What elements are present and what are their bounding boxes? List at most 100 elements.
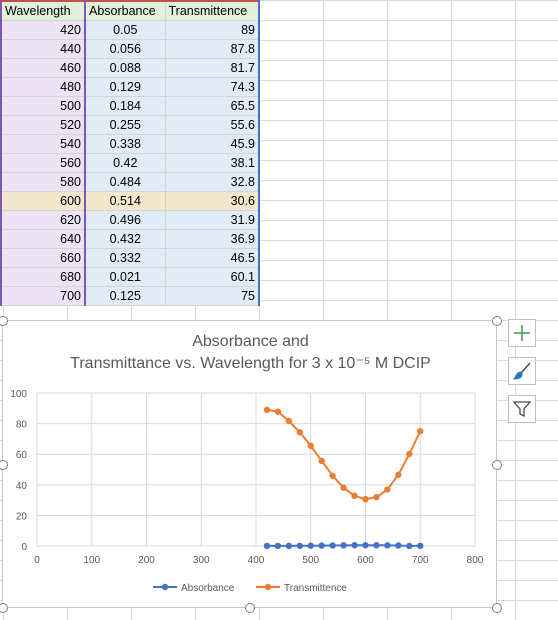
cell-absorbance[interactable]: 0.021 bbox=[84, 266, 166, 287]
cell-wavelength[interactable]: 420 bbox=[0, 19, 86, 40]
chart-elements-button[interactable] bbox=[508, 319, 536, 347]
cell-wavelength[interactable]: 660 bbox=[0, 247, 86, 268]
cell-wavelength[interactable]: 460 bbox=[0, 57, 86, 78]
x-tick-label: 400 bbox=[248, 555, 265, 566]
cell-transmittence[interactable]: 45.9 bbox=[164, 133, 260, 154]
data-point-absorbance bbox=[395, 542, 402, 549]
header-transmittence[interactable]: Transmittence bbox=[164, 0, 260, 21]
data-point-absorbance bbox=[351, 542, 358, 549]
cell-absorbance[interactable]: 0.129 bbox=[84, 76, 166, 97]
legend-marker-absorbance bbox=[161, 583, 169, 591]
cell-absorbance[interactable]: 0.088 bbox=[84, 57, 166, 78]
cell-wavelength[interactable]: 700 bbox=[0, 285, 86, 306]
cell-wavelength[interactable]: 640 bbox=[0, 228, 86, 249]
table-row: 680 0.021 60.1 bbox=[0, 266, 260, 287]
cell-absorbance[interactable]: 0.514 bbox=[84, 190, 166, 211]
cell-absorbance[interactable]: 0.056 bbox=[84, 38, 166, 59]
cell-wavelength[interactable]: 440 bbox=[0, 38, 86, 59]
cell-wavelength[interactable]: 540 bbox=[0, 133, 86, 154]
chart-title-line1: Absorbance and bbox=[192, 333, 309, 350]
cell-absorbance[interactable]: 0.184 bbox=[84, 95, 166, 116]
cell-absorbance[interactable]: 0.05 bbox=[84, 19, 166, 40]
cell-transmittence[interactable]: 81.7 bbox=[164, 57, 260, 78]
cell-absorbance[interactable]: 0.42 bbox=[84, 152, 166, 173]
cell-transmittence[interactable]: 75 bbox=[164, 285, 260, 306]
cell-transmittence[interactable]: 30.6 bbox=[164, 190, 260, 211]
table-row: 540 0.338 45.9 bbox=[0, 133, 260, 154]
resize-handle-bottom-left[interactable] bbox=[0, 603, 8, 613]
table-row: 420 0.05 89 bbox=[0, 19, 260, 40]
cell-wavelength[interactable]: 560 bbox=[0, 152, 86, 173]
y-tick-label: 40 bbox=[16, 481, 28, 492]
cell-transmittence[interactable]: 46.5 bbox=[164, 247, 260, 268]
data-point-transmittence bbox=[263, 406, 271, 414]
data-point-transmittence bbox=[296, 429, 303, 436]
chart-filters-button[interactable] bbox=[508, 395, 536, 423]
cell-wavelength[interactable]: 520 bbox=[0, 114, 86, 135]
cell-wavelength[interactable]: 500 bbox=[0, 95, 86, 116]
chart-title[interactable]: Absorbance and Transmittance vs. Wavelen… bbox=[3, 331, 498, 375]
data-point-absorbance bbox=[384, 542, 391, 549]
data-point-transmittence bbox=[318, 457, 325, 465]
chart-title-line2: Transmittance vs. Wavelength for 3 x 10⁻… bbox=[70, 355, 431, 372]
table-row: 600 0.514 30.6 bbox=[0, 190, 260, 211]
table-row: 560 0.42 38.1 bbox=[0, 152, 260, 173]
cell-absorbance[interactable]: 0.432 bbox=[84, 228, 166, 249]
cell-transmittence[interactable]: 89 bbox=[164, 19, 260, 40]
header-absorbance[interactable]: Absorbance bbox=[84, 0, 166, 21]
data-point-transmittence bbox=[395, 471, 402, 479]
resize-handle-middle-left[interactable] bbox=[0, 460, 8, 470]
funnel-icon bbox=[512, 401, 532, 418]
table-row: 620 0.496 31.9 bbox=[0, 209, 260, 230]
cell-transmittence[interactable]: 87.8 bbox=[164, 38, 260, 59]
data-point-transmittence bbox=[340, 484, 347, 491]
cell-transmittence[interactable]: 32.8 bbox=[164, 171, 260, 192]
data-point-transmittence bbox=[373, 493, 380, 501]
cell-transmittence[interactable]: 60.1 bbox=[164, 266, 260, 287]
plot-area[interactable]: 0 20 40 60 80 100 0 100 200 300 400 500 600 700 800 Abs… bbox=[3, 321, 498, 609]
table-row: 640 0.432 36.9 bbox=[0, 228, 260, 249]
data-point-absorbance bbox=[274, 542, 282, 550]
cell-transmittence[interactable]: 74.3 bbox=[164, 76, 260, 97]
data-table[interactable]: Wavelength Absorbance Transmittence 420 0… bbox=[0, 0, 260, 306]
x-tick-label: 700 bbox=[412, 555, 429, 566]
cell-absorbance[interactable]: 0.338 bbox=[84, 133, 166, 154]
cell-wavelength[interactable]: 580 bbox=[0, 171, 86, 192]
cell-transmittence[interactable]: 36.9 bbox=[164, 228, 260, 249]
cell-absorbance[interactable]: 0.125 bbox=[84, 285, 166, 306]
cell-transmittence[interactable]: 38.1 bbox=[164, 152, 260, 173]
y-tick-label: 60 bbox=[16, 450, 28, 461]
header-wavelength[interactable]: Wavelength bbox=[0, 0, 86, 21]
resize-handle-top-right[interactable] bbox=[492, 316, 502, 326]
cell-transmittence[interactable]: 31.9 bbox=[164, 209, 260, 230]
cell-transmittence[interactable]: 55.6 bbox=[164, 114, 260, 135]
data-point-absorbance bbox=[263, 542, 271, 550]
resize-handle-middle-right[interactable] bbox=[492, 460, 502, 470]
cell-absorbance[interactable]: 0.484 bbox=[84, 171, 166, 192]
resize-handle-bottom-middle[interactable] bbox=[245, 603, 255, 613]
cell-wavelength[interactable]: 620 bbox=[0, 209, 86, 230]
cell-absorbance[interactable]: 0.332 bbox=[84, 247, 166, 268]
legend-marker-transmittence bbox=[264, 583, 272, 591]
data-point-transmittence bbox=[351, 492, 358, 500]
resize-handle-bottom-right[interactable] bbox=[492, 603, 502, 613]
chart-styles-button[interactable] bbox=[508, 357, 536, 385]
data-point-transmittence bbox=[384, 486, 391, 493]
data-point-absorbance bbox=[362, 542, 369, 549]
cell-transmittence[interactable]: 65.5 bbox=[164, 95, 260, 116]
table-row: 480 0.129 74.3 bbox=[0, 76, 260, 97]
cell-wavelength[interactable]: 600 bbox=[0, 190, 86, 211]
cell-wavelength[interactable]: 680 bbox=[0, 266, 86, 287]
x-tick-label: 500 bbox=[302, 555, 319, 566]
x-tick-label: 800 bbox=[467, 555, 484, 566]
plus-icon bbox=[514, 325, 530, 341]
data-point-transmittence bbox=[406, 450, 413, 458]
data-point-transmittence bbox=[285, 417, 293, 425]
chart-area[interactable]: Absorbance and Transmittance vs. Wavelen… bbox=[2, 320, 497, 608]
cell-absorbance[interactable]: 0.255 bbox=[84, 114, 166, 135]
x-tick-label: 300 bbox=[193, 555, 210, 566]
cell-wavelength[interactable]: 480 bbox=[0, 76, 86, 97]
y-tick-label: 100 bbox=[10, 389, 27, 400]
resize-handle-top-left[interactable] bbox=[0, 316, 8, 326]
cell-absorbance[interactable]: 0.496 bbox=[84, 209, 166, 230]
